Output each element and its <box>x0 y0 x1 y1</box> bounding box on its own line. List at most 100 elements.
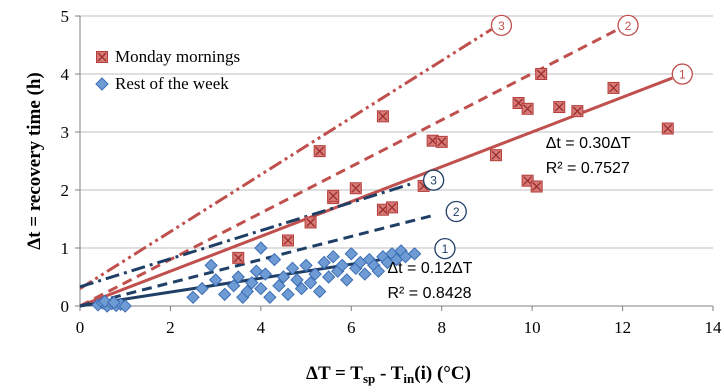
data-point-rest-of-week <box>98 294 112 309</box>
data-point-rest-of-week <box>285 261 300 276</box>
data-point-rest-of-week <box>107 295 121 310</box>
data-point-monday-x <box>233 253 243 263</box>
annotations: Δt = 0.30ΔT R² = 0.7527 Δt = 0.12ΔT R² = 0.… <box>387 135 630 302</box>
y-tick-label: 3 <box>61 123 70 142</box>
data-points <box>91 68 674 313</box>
x-tick-label: 10 <box>524 318 541 337</box>
x-axis-title-sub2: in <box>403 371 415 386</box>
data-point-rest-of-week <box>240 284 255 299</box>
data-point-rest-of-week <box>312 284 327 299</box>
data-point-monday-x <box>523 104 533 114</box>
line-marker-label: 2 <box>453 205 460 219</box>
x-tick-label: 4 <box>257 318 266 337</box>
gridlines <box>80 15 713 249</box>
data-point-rest-of-week <box>272 278 286 293</box>
data-point-monday-x <box>572 106 582 116</box>
data-point-rest-of-week <box>321 270 336 284</box>
data-point-rest-of-week <box>340 273 354 287</box>
data-point-rest-of-week <box>371 264 386 278</box>
x-axis-title-prefix: ΔT = T <box>306 363 363 384</box>
regression-r-squared: R² = 0.8428 <box>387 285 471 302</box>
data-point-rest-of-week <box>227 278 241 293</box>
data-point-rest-of-week <box>254 241 268 255</box>
x-tick-label: 8 <box>437 318 446 337</box>
data-point-rest-of-week <box>290 273 304 287</box>
data-point-rest-of-week <box>204 258 218 273</box>
y-tick-label: 2 <box>61 181 70 200</box>
data-point-monday-x <box>378 205 388 215</box>
x-axis-title-suffix: (i) (°C) <box>414 363 471 384</box>
legend-marker-monday-x <box>97 52 107 62</box>
data-point-rest-of-week <box>231 270 245 284</box>
legend: Monday mornings Rest of the week <box>95 47 240 93</box>
data-point-monday-x <box>428 136 438 146</box>
y-tick-label: 0 <box>61 297 70 316</box>
data-point-rest-of-week <box>217 287 232 302</box>
line-marker-circle <box>434 237 456 260</box>
data-point-rest-of-week <box>326 249 340 264</box>
data-point-monday-x <box>532 182 542 191</box>
data-point-monday-x <box>523 176 533 186</box>
data-point-monday-x <box>315 146 325 156</box>
line-markers: 1 2 3 1 2 3 <box>422 14 693 260</box>
x-tick-label: 2 <box>166 318 175 337</box>
data-point-rest-of-week <box>249 264 264 278</box>
data-point-rest-of-week <box>308 267 322 281</box>
line-marker-circle <box>490 14 513 36</box>
regression-equation: Δt = 0.30ΔT <box>546 135 631 152</box>
data-point-rest-of-week <box>276 270 291 284</box>
data-point-rest-of-week <box>267 252 282 267</box>
data-point-rest-of-week <box>407 247 422 261</box>
x-axis-title-sub1: sp <box>363 371 375 386</box>
data-point-rest-of-week <box>245 276 259 290</box>
y-axis-title: Δt = recovery time (h) <box>24 72 45 249</box>
line-marker-label: 1 <box>442 242 449 256</box>
line-marker-circle <box>617 14 639 36</box>
x-tick-label: 6 <box>347 318 356 337</box>
data-point-monday-x <box>378 111 388 121</box>
data-point-rest-of-week <box>317 255 331 270</box>
data-point-rest-of-week <box>263 290 277 305</box>
data-point-rest-of-week <box>344 247 358 261</box>
y-tick-label: 1 <box>61 239 70 258</box>
legend-label-rest-of-week: Rest of the week <box>115 74 229 93</box>
data-point-monday-x <box>306 218 316 227</box>
line-marker-circle <box>671 63 693 85</box>
data-point-rest-of-week <box>335 258 349 273</box>
line-marker-label: 3 <box>498 19 505 33</box>
data-point-monday-x <box>609 83 618 93</box>
data-point-rest-of-week <box>294 281 309 296</box>
data-point-rest-of-week <box>358 267 372 281</box>
line-marker-label: 3 <box>430 174 437 188</box>
line-marker-label: 1 <box>679 68 686 82</box>
data-point-rest-of-week <box>118 299 132 313</box>
legend-label-monday: Monday mornings <box>115 47 240 66</box>
x-axis-title-mid: - T <box>375 363 403 384</box>
x-axis-title: ΔT = Tsp - Tin(i) (°C) <box>306 363 471 386</box>
trend-line-mon-3 <box>79 28 493 290</box>
data-point-monday-x <box>554 102 564 112</box>
data-point-rest-of-week <box>186 290 200 305</box>
data-point-monday-x <box>491 150 501 160</box>
line-marker-label: 2 <box>625 19 632 33</box>
data-point-monday-x <box>283 236 293 245</box>
data-point-monday-x <box>328 191 338 201</box>
data-point-monday-x <box>536 69 546 79</box>
y-tick-label: 5 <box>61 7 70 26</box>
line-marker-circle <box>445 200 467 223</box>
data-point-monday-x <box>663 124 673 133</box>
data-point-rest-of-week <box>258 267 273 281</box>
x-tick-label: 0 <box>76 318 85 337</box>
data-point-rest-of-week <box>299 258 313 273</box>
data-point-rest-of-week <box>303 276 318 290</box>
legend-marker-rest-of-week <box>95 77 109 91</box>
trend-line-week-3 <box>79 182 411 289</box>
x-tick-label: 12 <box>614 318 631 337</box>
line-marker-circle <box>422 169 445 191</box>
data-point-monday-x <box>514 98 524 108</box>
regression-r-squared: R² = 0.7527 <box>546 160 630 177</box>
data-point-monday-x <box>351 183 361 193</box>
trend-line-week-2 <box>79 214 434 308</box>
